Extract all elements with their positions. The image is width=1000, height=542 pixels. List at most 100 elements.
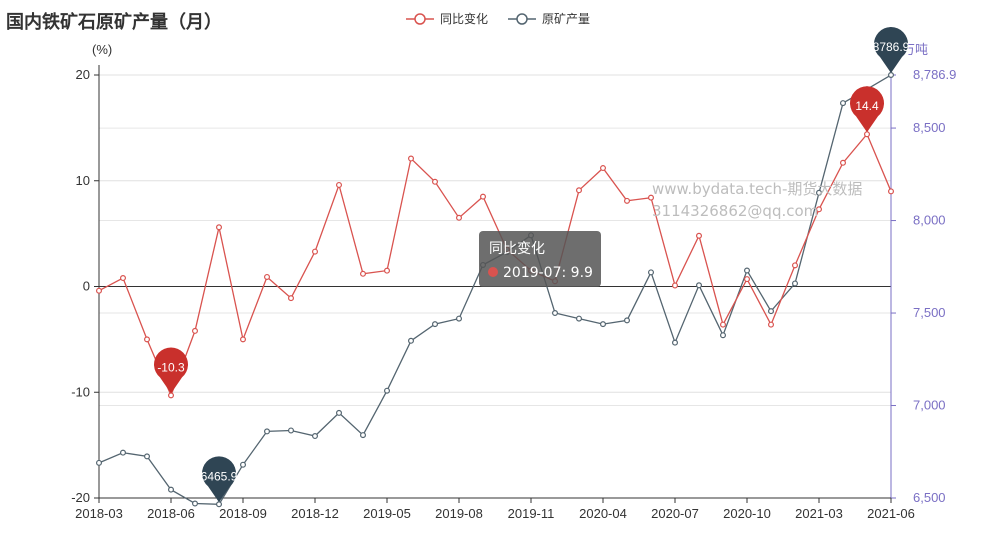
marker-pin: [850, 86, 884, 133]
right-tick-label: 7,000: [913, 398, 946, 413]
yoy-point[interactable]: [791, 262, 798, 269]
yoy-point[interactable]: [312, 248, 319, 255]
marker-label: -10.3: [157, 360, 185, 374]
x-tick-label: 2018-09: [219, 506, 267, 521]
output-point[interactable]: [695, 282, 702, 289]
output-point[interactable]: [743, 267, 750, 274]
yoy-point[interactable]: [216, 224, 223, 231]
tooltip: 同比变化 2019-07: 9.9: [479, 231, 601, 287]
x-tick-label: 2020-07: [651, 506, 699, 521]
legend-label-output: 原矿产量: [542, 12, 590, 26]
right-tick-label: 6,500: [913, 490, 946, 505]
output-point[interactable]: [719, 332, 726, 339]
output-point[interactable]: [408, 337, 415, 344]
x-tick-label: 2018-03: [75, 506, 123, 521]
output-point[interactable]: [312, 433, 319, 440]
left-tick-label: -20: [71, 490, 90, 505]
yoy-point[interactable]: [887, 188, 894, 195]
yoy-point[interactable]: [599, 165, 606, 172]
output-point[interactable]: [456, 315, 463, 322]
yoy-point[interactable]: [767, 321, 774, 328]
yoy-point[interactable]: [336, 181, 343, 188]
legend-label-yoy: 同比变化: [440, 11, 488, 26]
yoy-point[interactable]: [647, 194, 654, 201]
yoy-point[interactable]: [863, 131, 870, 138]
yoy-line: [98, 132, 892, 398]
yoy-point[interactable]: [575, 187, 582, 194]
marker-pin: [874, 27, 908, 74]
yoy-point[interactable]: [264, 273, 271, 280]
output-point[interactable]: [599, 321, 606, 328]
output-point[interactable]: [216, 501, 223, 508]
left-tick-label: 20: [76, 67, 90, 82]
output-point[interactable]: [95, 459, 102, 466]
x-tick-label: 2018-12: [291, 506, 339, 521]
output-point[interactable]: [360, 432, 367, 439]
right-tick-label: 8,500: [913, 120, 946, 135]
output-point[interactable]: [575, 315, 582, 322]
yoy-point[interactable]: [432, 178, 439, 185]
output-point[interactable]: [839, 100, 846, 107]
chart-title: 国内铁矿石原矿产量（月）: [6, 11, 222, 33]
yoy-point[interactable]: [743, 276, 750, 283]
output-point[interactable]: [192, 500, 199, 507]
output-point[interactable]: [551, 310, 558, 317]
watermark: www.bydata.tech-期货大数据 3114326862@qq.com: [652, 180, 862, 220]
output-point[interactable]: [288, 427, 295, 434]
yoy-point[interactable]: [456, 214, 463, 221]
marker-label: 14.4: [855, 99, 879, 113]
tooltip-text: 2019-07: 9.9: [503, 265, 593, 281]
yoy-point[interactable]: [480, 193, 487, 200]
legend-item-output[interactable]: 原矿产量: [508, 12, 590, 26]
yoy-point[interactable]: [839, 159, 846, 166]
output-point[interactable]: [384, 387, 391, 394]
yoy-point[interactable]: [671, 282, 678, 289]
yoy-point[interactable]: [240, 336, 247, 343]
x-tick-label: 2019-05: [363, 506, 411, 521]
output-point[interactable]: [336, 409, 343, 416]
yoy-point[interactable]: [384, 267, 391, 274]
output-point[interactable]: [815, 189, 822, 196]
right-axis-unit: 万吨: [902, 42, 928, 57]
output-point[interactable]: [671, 339, 678, 346]
yoy-point[interactable]: [192, 327, 199, 334]
x-tick-label: 2020-10: [723, 506, 771, 521]
output-point[interactable]: [144, 453, 151, 460]
legend-item-yoy[interactable]: 同比变化: [406, 11, 488, 26]
series-output: [95, 71, 894, 508]
left-tick-label: 10: [76, 173, 90, 188]
tooltip-dot: [488, 267, 498, 277]
right-tick-label: 8,000: [913, 213, 946, 228]
left-tick-label: 0: [83, 279, 90, 294]
yoy-point[interactable]: [95, 287, 102, 294]
yoy-point[interactable]: [168, 392, 175, 399]
legend[interactable]: 同比变化 原矿产量: [406, 11, 590, 26]
output-point[interactable]: [623, 317, 630, 324]
yoy-point[interactable]: [119, 275, 126, 282]
output-point[interactable]: [240, 461, 247, 468]
output-point[interactable]: [432, 321, 439, 328]
output-point[interactable]: [767, 308, 774, 315]
output-point[interactable]: [264, 428, 271, 435]
right-tick-label: 7,500: [913, 305, 946, 320]
output-point[interactable]: [791, 280, 798, 287]
yoy-point[interactable]: [288, 295, 295, 302]
yoy-point[interactable]: [360, 270, 367, 277]
yoy-point[interactable]: [623, 197, 630, 204]
yoy-point[interactable]: [719, 321, 726, 328]
output-point[interactable]: [119, 449, 126, 456]
yoy-point[interactable]: [408, 155, 415, 162]
x-tick-label: 2019-11: [508, 506, 555, 521]
x-tick-label: 2019-08: [435, 506, 483, 521]
yoy-point[interactable]: [695, 232, 702, 239]
output-point[interactable]: [647, 269, 654, 276]
x-tick-label: 2021-03: [795, 506, 843, 521]
marker-label: 6465.9: [201, 469, 238, 483]
yoy-point[interactable]: [144, 336, 151, 343]
yoy-point[interactable]: [815, 206, 822, 213]
output-point[interactable]: [168, 486, 175, 493]
output-line: [98, 74, 892, 505]
marker-label: 8786.9: [873, 40, 910, 54]
output-point[interactable]: [887, 71, 894, 78]
